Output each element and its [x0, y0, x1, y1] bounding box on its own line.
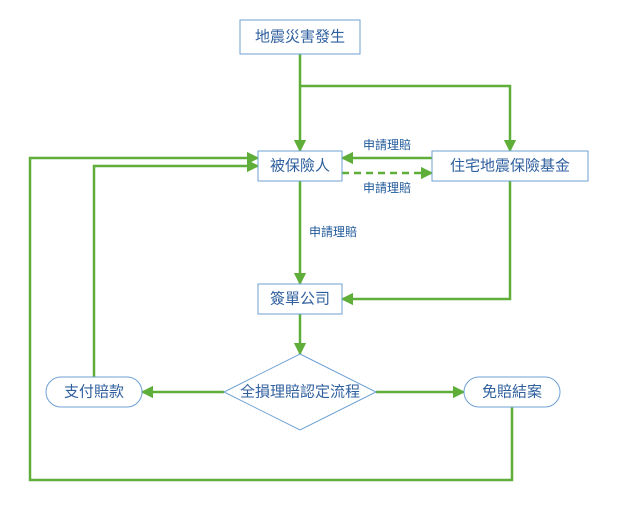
node-label-fund: 住宅地震保險基金: [450, 158, 570, 175]
node-event: 地震災害發生: [240, 20, 360, 54]
edge-label-e4: 申請理賠: [363, 180, 411, 195]
node-label-company: 簽單公司: [270, 290, 330, 308]
edges-layer: 申請理賠申請理賠申請理賠: [30, 54, 512, 480]
node-label-pay: 支付賠款: [64, 384, 124, 401]
node-process: 全損理賠認定流程: [224, 354, 376, 430]
node-fund: 住宅地震保險基金: [432, 151, 588, 181]
node-label-insured: 被保險人: [270, 158, 330, 175]
node-company: 簽單公司: [258, 284, 342, 314]
edge-e10: [94, 166, 258, 377]
edge-label-e3: 申請理賠: [363, 137, 411, 152]
edge-e6: [342, 181, 510, 299]
node-pay: 支付賠款: [46, 377, 142, 407]
edge-label-e5: 申請理賠: [309, 224, 357, 239]
node-label-close: 免賠結案: [482, 383, 542, 401]
node-label-event: 地震災害發生: [255, 29, 345, 46]
flowchart-canvas: 申請理賠申請理賠申請理賠地震災害發生被保險人住宅地震保險基金簽單公司全損理賠認定…: [0, 0, 624, 528]
node-label-process: 全損理賠認定流程: [240, 383, 360, 401]
node-close: 免賠結案: [464, 377, 560, 407]
edge-e11: [30, 158, 512, 480]
node-insured: 被保險人: [258, 151, 342, 181]
